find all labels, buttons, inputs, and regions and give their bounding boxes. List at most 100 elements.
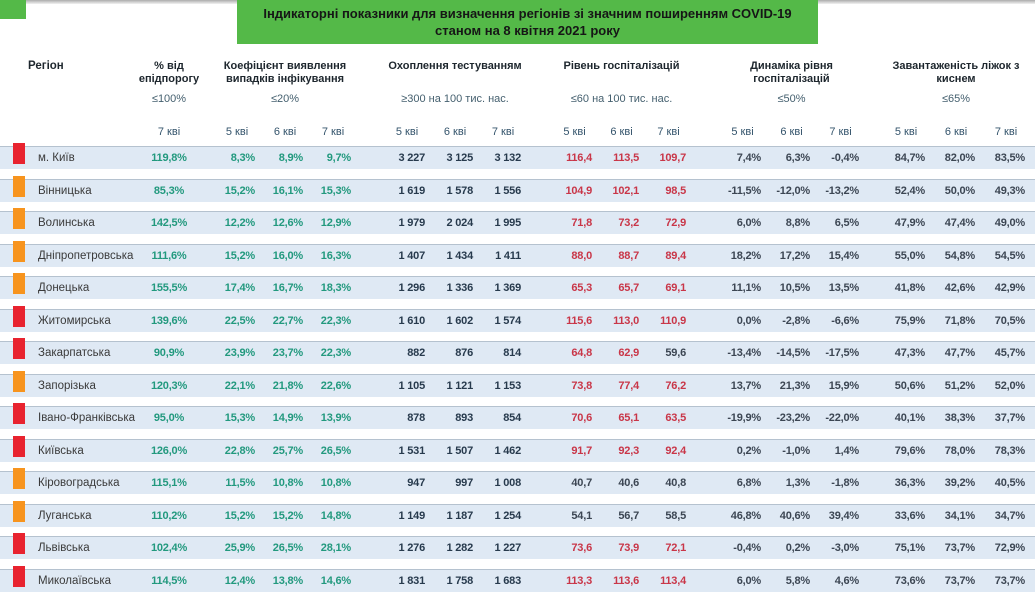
spacer [865,342,881,364]
row-status-marker-orange [13,240,25,262]
cell-testing-coverage: 1 282 [446,542,473,554]
row-grid: Житомирська 139,6% 22,5% 22,7% 22,3% 1 610 1 6… [0,305,1035,332]
cell-detection-coef: 12,2% [224,217,255,229]
page-title-line2: станом на 8 квітня 2021 року [435,23,620,38]
spacer [357,505,383,527]
group-threshold: ≤100% [151,93,187,105]
cell-oxygen-beds-load: 82,0% [944,152,975,164]
region-name: Кіровоградська [38,477,120,489]
cell-hospitalization-level: 77,4 [618,379,639,392]
table-row: Закарпатська 90,9% 23,9% 23,7% 22,3% 882 876 81… [0,338,1035,364]
cell-detection-coef: 8,3% [230,152,255,164]
date-label: 7 кві [994,126,1018,138]
spacer [527,570,551,592]
cell-epid-threshold-pct: 142,5% [150,217,188,229]
column-group-hospitalization-level: Рівень госпіталізацій ≤60 на 100 тис. на… [551,60,692,105]
row-status-marker-red [13,565,25,587]
spacer [357,180,383,202]
spacer [357,407,383,429]
row-grid: Івано-Франківська 95,0% 15,3% 14,9% 13,9% 878… [0,403,1035,429]
cell-hospitalization-level: 65,7 [618,282,639,294]
date-label: 6 кві [273,126,297,138]
region-name: Львівська [38,542,90,554]
spacer [692,570,718,592]
cell-detection-coef: 16,1% [272,184,303,197]
spacer [357,537,383,559]
cell-hospitalization-level: 65,1 [618,412,639,424]
column-header-region: Регіон [28,60,64,72]
cell-oxygen-beds-load: 71,8% [944,314,975,327]
group-title: Динаміка рівня госпіталізацій [750,60,833,85]
cell-hospitalization-level: 73,9 [618,542,639,554]
cell-detection-coef: 25,7% [272,444,303,457]
spacer [357,570,383,592]
date-label: 6 кві [944,126,968,138]
cell-testing-coverage: 3 125 [446,152,473,164]
spacer [692,124,718,140]
date-label: 5 кві [731,126,754,138]
cell-detection-coef: 28,1% [320,542,351,554]
region-cell: Київська [0,435,125,462]
table-row: Вінницька 85,3% 15,2% 16,1% 15,3% 1 619 1 578 1… [0,175,1035,202]
cell-testing-coverage: 854 [503,412,521,424]
cell-hospitalization-level: 113,3 [566,574,592,587]
row-grid: Луганська 110,2% 15,2% 15,2% 14,8% 1 149 1 187… [0,500,1035,527]
spacer [865,310,881,332]
cell-testing-coverage: 1 008 [494,477,521,489]
group-threshold: ≤50% [777,93,806,105]
cell-hospitalization-level: 109,7 [659,152,686,164]
region-name: Житомирська [38,314,111,327]
row-status-marker-orange [13,208,25,229]
cell-detection-coef: 22,5% [224,314,255,327]
cell-testing-coverage: 1 105 [398,379,425,392]
cell-detection-coef: 13,9% [320,412,351,424]
cell-oxygen-beds-load: 54,8% [944,249,975,262]
cell-testing-coverage: 3 132 [494,152,521,164]
cell-testing-coverage: 1 556 [494,184,521,197]
cell-detection-coef: 16,3% [320,249,351,262]
cell-hospitalization-level: 58,5 [665,509,686,522]
cell-oxygen-beds-load: 47,4% [944,217,975,229]
region-cell: Волинська [0,208,125,234]
spacer [527,310,551,332]
cell-detection-coef: 9,7% [326,152,351,164]
corner-accent-square [0,0,26,19]
cell-oxygen-beds-load: 39,2% [944,477,975,489]
cell-testing-coverage: 1 602 [446,314,473,327]
cell-testing-coverage: 947 [407,477,425,489]
cell-hospitalization-dynamics: 1,3% [785,477,810,489]
spacer [527,124,551,140]
cell-hospitalization-dynamics: -22,0% [825,412,859,424]
date-label: 6 кві [443,126,467,138]
spacer [527,472,551,494]
cell-hospitalization-level: 40,6 [618,477,639,489]
group-threshold: ≤65% [941,93,971,105]
cell-hospitalization-level: 70,6 [571,412,592,424]
row-status-marker-orange [13,468,25,489]
cell-detection-coef: 26,5% [320,444,351,457]
cell-oxygen-beds-load: 36,3% [894,477,925,489]
cell-hospitalization-level: 40,7 [571,477,592,489]
spacer [692,212,718,234]
cell-oxygen-beds-load: 52,4% [894,184,925,197]
spacer [357,375,383,397]
cell-testing-coverage: 1 574 [494,314,521,327]
region-name: Луганська [38,509,92,522]
spacer [865,537,881,559]
spacer [527,342,551,364]
region-cell: Дніпропетровська [0,240,133,267]
cell-hospitalization-dynamics: 0,2% [785,542,810,554]
cell-detection-coef: 15,2% [272,509,303,522]
region-cell: Вінницька [0,175,125,202]
cell-testing-coverage: 1 610 [398,314,425,327]
cell-testing-coverage: 1 619 [398,184,425,197]
group-threshold: ≤20% [270,93,300,105]
cell-oxygen-beds-load: 41,8% [894,282,925,294]
cell-hospitalization-dynamics: 5,8% [785,574,810,587]
spacer [527,375,551,397]
cell-hospitalization-dynamics: -11,5% [727,184,761,197]
cell-hospitalization-dynamics: -1,8% [831,477,859,489]
cell-detection-coef: 22,3% [320,347,351,359]
cell-hospitalization-level: 104,9 [565,184,592,197]
cell-detection-coef: 14,8% [320,509,351,522]
